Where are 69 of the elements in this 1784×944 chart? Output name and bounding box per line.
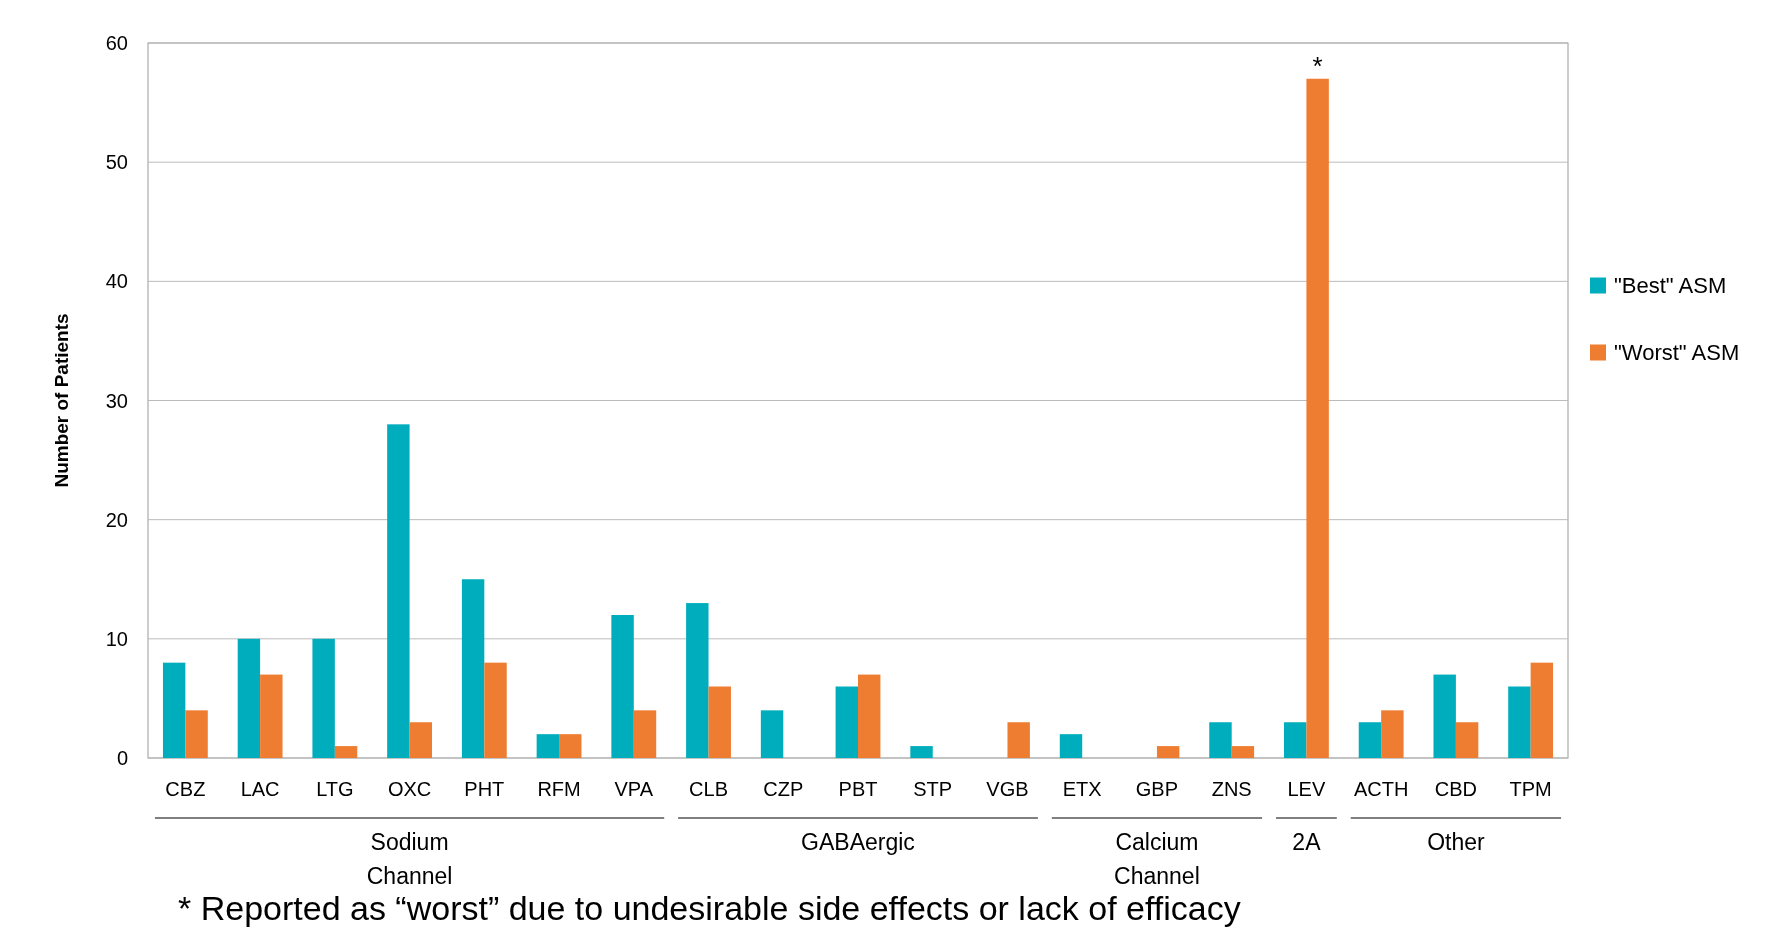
bar	[1530, 662, 1554, 758]
y-tick-label: 40	[105, 270, 128, 293]
bar	[536, 734, 560, 758]
x-tick-label: VGB	[986, 778, 1029, 800]
text: 2A	[1292, 829, 1322, 855]
x-tick-label: PHT	[464, 778, 505, 800]
bar	[185, 710, 208, 758]
bar	[1508, 686, 1531, 758]
y-tick-label: 30	[105, 389, 128, 412]
x-tick-label: TPM	[1509, 778, 1552, 800]
bar	[1059, 734, 1083, 758]
bar	[1381, 710, 1404, 758]
bar	[1007, 722, 1030, 758]
bar	[1455, 722, 1479, 758]
text: Other	[1427, 829, 1485, 855]
x-tick-label: CBD	[1434, 778, 1478, 800]
bar	[835, 686, 858, 758]
y-tick-label: 20	[105, 508, 128, 531]
bar	[409, 722, 432, 758]
bar	[162, 662, 186, 758]
bar	[708, 686, 731, 758]
x-tick-label: CBZ	[165, 778, 206, 800]
x-tick-label: CZP	[763, 778, 804, 800]
x-tick-label: RFM	[537, 778, 581, 800]
x-tick-label: ETX	[1062, 778, 1102, 800]
x-tick-label: ACTH	[1353, 778, 1409, 800]
bar	[1306, 78, 1329, 758]
y-tick-label: 10	[105, 627, 128, 650]
y-axis-title: Number of Patients	[51, 313, 72, 488]
bar	[611, 615, 634, 758]
x-tick-label: CLB	[689, 778, 728, 800]
bar	[559, 734, 582, 758]
bar	[1284, 722, 1307, 758]
bar	[858, 674, 881, 758]
legend-label: "Best" ASM	[1614, 273, 1727, 299]
x-tick-label: GBP	[1135, 778, 1179, 800]
bar	[633, 710, 657, 758]
y-tick-label: 0	[116, 747, 128, 769]
bar	[484, 662, 507, 758]
bar	[760, 710, 784, 758]
bar	[1433, 674, 1456, 758]
bar	[334, 746, 358, 758]
bar	[387, 424, 410, 758]
annotation: *	[1312, 50, 1323, 81]
text: GABAergic	[801, 829, 915, 855]
x-tick-label: STP	[913, 778, 953, 800]
x-tick-label: LAC	[240, 778, 280, 800]
x-tick-label: VPA	[614, 778, 654, 800]
text: * Reported as “worst” due to undesirable side effects or lack of efficacy	[178, 889, 1241, 927]
x-tick-label: LTG	[316, 778, 354, 800]
bar	[312, 638, 335, 758]
text: Sodium Channel	[366, 829, 453, 889]
legend-label: "Worst" ASM	[1614, 340, 1740, 366]
x-tick-label: PBT	[838, 778, 878, 800]
bar	[910, 746, 933, 758]
bar	[686, 603, 709, 758]
x-tick-label: LEV	[1287, 778, 1326, 800]
bar	[1209, 722, 1232, 758]
y-tick-label: 60	[105, 32, 128, 54]
bar	[461, 579, 485, 758]
bar	[237, 638, 261, 758]
bar	[1231, 746, 1255, 758]
y-tick-label: 50	[105, 151, 128, 174]
bar	[1358, 722, 1382, 758]
bar	[260, 674, 283, 758]
x-tick-label: ZNS	[1211, 778, 1252, 800]
x-tick-label: OXC	[387, 778, 432, 800]
text: Calcium Channel	[1114, 829, 1200, 889]
bar	[1156, 746, 1180, 758]
